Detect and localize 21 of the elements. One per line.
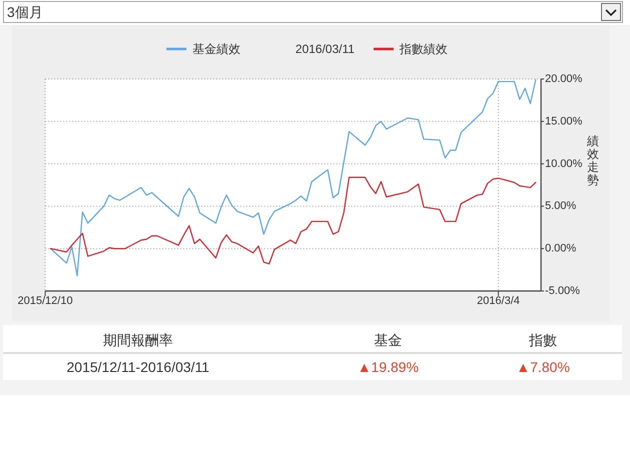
text: 期間報酬率: [103, 332, 173, 348]
y-tick-label: 10.00%: [545, 158, 583, 170]
legend-label: 基金績效: [192, 42, 240, 56]
text: 指數: [528, 332, 557, 348]
y-tick-label: 20.00%: [545, 73, 583, 85]
legend-title: 2016/03/11: [295, 42, 355, 56]
y-axis-title: 績效走勢: [586, 134, 599, 187]
y-tick-label: -5.00%: [545, 285, 580, 297]
y-tick-label: 0.00%: [545, 242, 576, 255]
line-series: [50, 79, 536, 276]
x-tick-label: 2015/12/10: [18, 295, 73, 307]
text: 2015/12/11-2016/03/11: [66, 359, 210, 375]
text: ▲19.89%: [357, 359, 419, 375]
y-tick-label: 5.00%: [545, 200, 576, 212]
text: ▲7.80%: [516, 359, 570, 375]
text: 3個月: [7, 4, 43, 20]
x-tick-label: 2016/3/4: [476, 295, 520, 307]
y-tick-label: 15.00%: [545, 115, 583, 128]
text: 基金: [374, 332, 402, 348]
line-series: [50, 176, 536, 264]
legend-label: 指數績效: [398, 42, 448, 56]
